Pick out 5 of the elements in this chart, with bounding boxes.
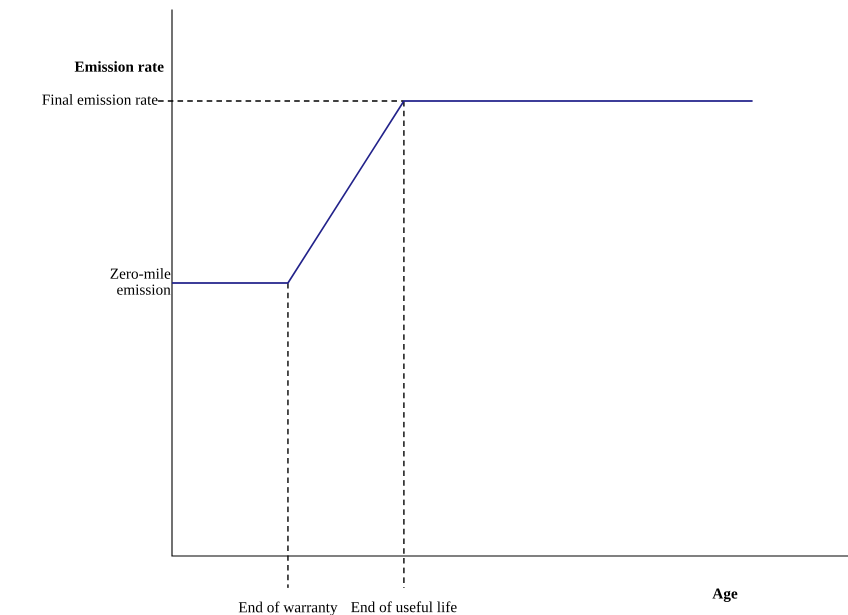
y-axis-title: Emission rate bbox=[74, 61, 164, 72]
x-axis-title: Age bbox=[712, 588, 738, 602]
text: Final emission rate bbox=[42, 94, 158, 105]
text: End of useful life bbox=[351, 601, 457, 612]
text: Zero-mile emission bbox=[110, 268, 171, 295]
